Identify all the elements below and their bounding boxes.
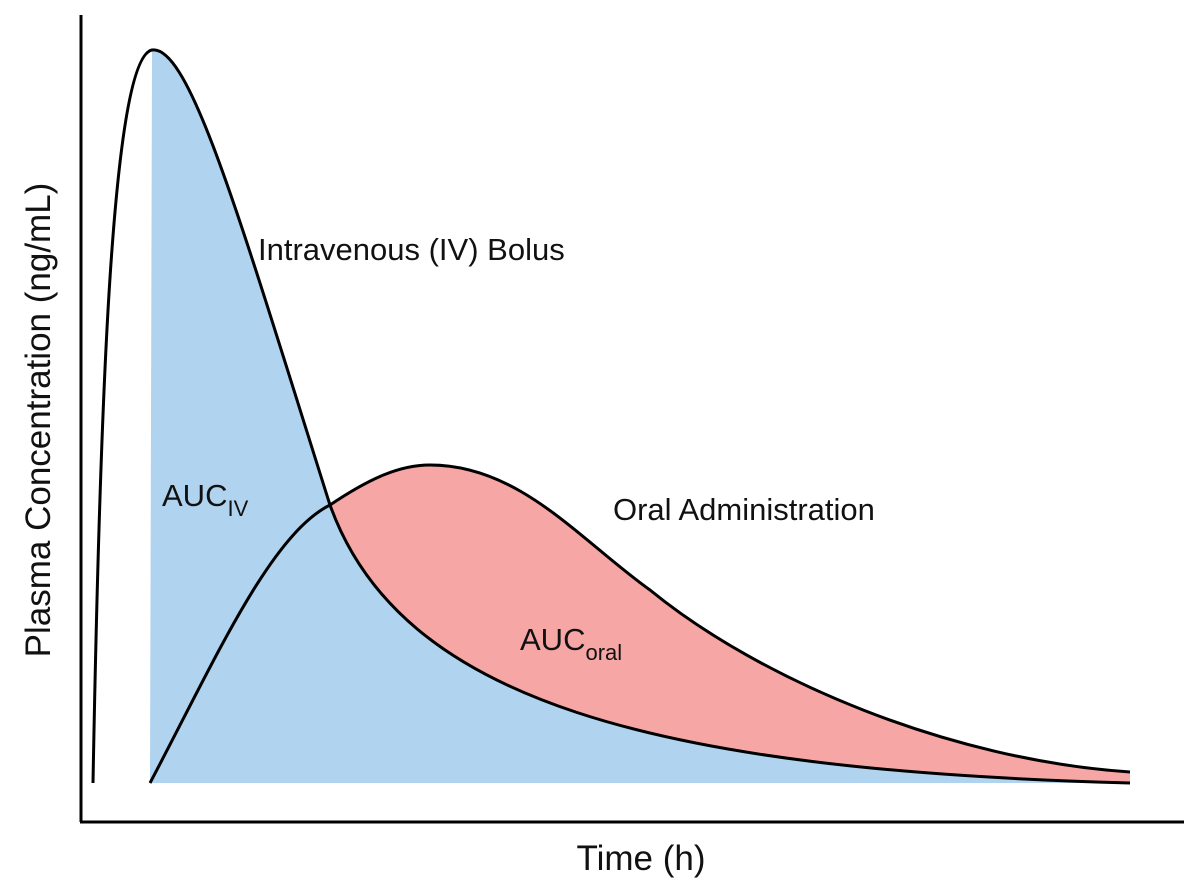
auc-iv-label: AUCIV — [162, 478, 249, 521]
auc-iv-area — [150, 49, 1130, 784]
auc-oral-main: AUC — [520, 622, 585, 657]
oral-curve — [148, 463, 1131, 784]
auc-oral-sub: oral — [585, 640, 622, 665]
auc-iv-main: AUC — [162, 478, 227, 513]
auc-iv-sub: IV — [227, 496, 248, 521]
x-axis-label: Time (h) — [577, 839, 706, 878]
y-axis-label: Plasma Concentration (ng/mL) — [19, 183, 58, 658]
oral-annotation: Oral Administration — [613, 492, 875, 527]
iv-curve — [91, 48, 1131, 785]
auc-oral-area — [330, 465, 1130, 783]
iv-annotation: Intravenous (IV) Bolus — [258, 232, 565, 267]
auc-oral-label: AUCoral — [520, 622, 622, 665]
